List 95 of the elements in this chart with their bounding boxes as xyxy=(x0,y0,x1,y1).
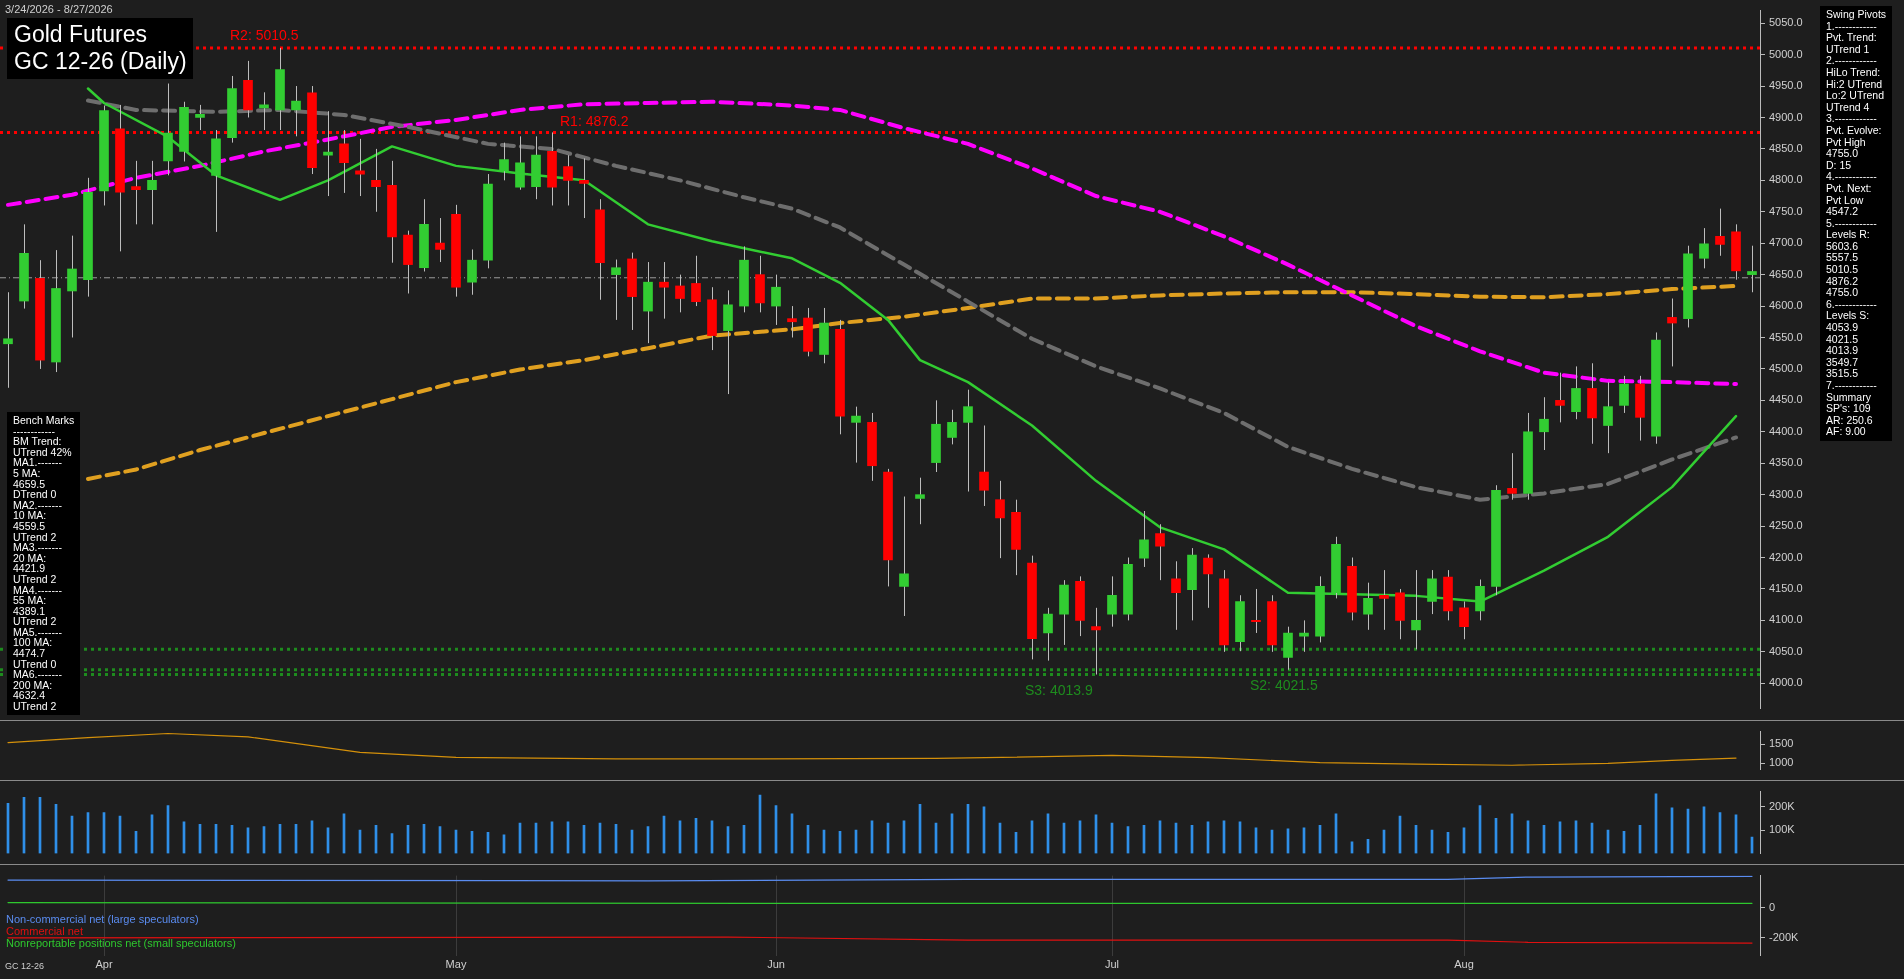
y-tick-label: 4100.0 xyxy=(1769,613,1803,626)
x-tick-label: Apr xyxy=(95,958,113,971)
y-tick-label: 5000.0 xyxy=(1769,47,1803,60)
y-tick-label: 4300.0 xyxy=(1769,487,1803,500)
candlestick xyxy=(499,142,509,181)
candlestick xyxy=(579,157,589,219)
candlestick xyxy=(1571,365,1581,420)
candlestick xyxy=(947,409,957,445)
text: Gold Futures xyxy=(14,21,148,48)
candlestick xyxy=(1171,560,1181,631)
candlestick xyxy=(1619,375,1629,414)
candlestick xyxy=(1043,607,1053,662)
candlestick xyxy=(371,148,381,213)
candlestick xyxy=(1747,245,1757,293)
candlestick xyxy=(915,477,925,525)
text: GC 12-26 xyxy=(5,961,45,971)
y-tick-label: 0 xyxy=(1769,900,1776,913)
series-label: Commercial net xyxy=(6,925,85,937)
candlestick xyxy=(1251,588,1261,634)
text: GC 12-26 (Daily) xyxy=(14,48,187,75)
y-tick-label: 4500.0 xyxy=(1769,361,1803,374)
y-tick-label: 4150.0 xyxy=(1769,581,1803,594)
ref-line-label: R1: 4876.2 xyxy=(560,113,629,130)
candlestick xyxy=(659,261,669,320)
y-tick-label: 4000.0 xyxy=(1769,676,1803,689)
y-tick-label: 4850.0 xyxy=(1769,141,1803,154)
y-tick-label: 5050.0 xyxy=(1769,16,1803,29)
candlestick xyxy=(979,425,989,507)
line-series xyxy=(6,99,1738,387)
candlestick xyxy=(1603,381,1613,454)
candlestick xyxy=(675,274,685,313)
candlestick xyxy=(963,389,973,493)
candlestick xyxy=(1091,607,1101,676)
candlestick xyxy=(563,154,573,206)
ref-line-label: R2: 5010.5 xyxy=(230,27,299,43)
candlestick xyxy=(131,160,141,225)
y-tick-label: 1000 xyxy=(1769,756,1794,769)
y-tick-label: 4650.0 xyxy=(1769,267,1803,280)
y-tick-label: 4050.0 xyxy=(1769,644,1803,657)
y-tick-label: 4200.0 xyxy=(1769,550,1803,563)
candlestick xyxy=(3,291,13,389)
candlestick xyxy=(1555,372,1565,423)
candlestick xyxy=(995,480,1005,559)
candlestick xyxy=(323,110,333,197)
y-tick-label: 100K xyxy=(1769,823,1796,836)
y-tick-label: 4250.0 xyxy=(1769,519,1803,532)
candlestick xyxy=(787,305,797,338)
x-tick-label: May xyxy=(445,958,467,971)
candlestick xyxy=(147,160,157,225)
candlestick xyxy=(1507,452,1517,501)
y-tick-label: 4700.0 xyxy=(1769,236,1803,249)
text: Nonreportable positions net (small speculators) xyxy=(6,937,236,949)
y-tick-label: 4900.0 xyxy=(1769,110,1803,123)
y-tick-label: 4400.0 xyxy=(1769,424,1803,437)
ref-line-label: S3: 4013.9 xyxy=(1025,681,1093,698)
candlestick xyxy=(1699,227,1709,269)
y-tick-label: 4750.0 xyxy=(1769,204,1803,217)
y-tick-label: 1500 xyxy=(1769,737,1794,750)
candlestick xyxy=(691,255,701,307)
candlestick xyxy=(291,85,301,137)
y-tick-label: 4600.0 xyxy=(1769,299,1803,312)
candlestick xyxy=(1139,510,1149,568)
y-tick-label: 200K xyxy=(1769,799,1796,812)
candlestick xyxy=(851,406,861,464)
line-series xyxy=(86,283,1738,481)
x-tick-label: Aug xyxy=(1454,958,1474,971)
text: Bench Marks ------------ BM Trend: UTrend 42% MA1.------- 5 MA: 4659.5 DTrend 0 MA2.------- 10 MA: 4559.5 UTrend 2 MA3.------- 20 MA: 4421.9 UTrend 2 MA4.------- 55 MA: 4389.1 UTrend 2 MA5.------- 100 MA: 4474.7 UTrend 0 MA6.------- 200 MA: 4632.4 UTrend 2 xyxy=(13,414,75,713)
candlestick xyxy=(435,217,445,263)
candlestick xyxy=(1107,575,1117,628)
ref-line-label: S2: 4021.5 xyxy=(1250,676,1318,693)
text: Swing Pivots 1.------------ Pvt. Trend: UTrend 1 2.------------ HiLo Trend: Hi:2 UTrend Lo:2 UTrend UTrend 4 3.------------ Pvt. Evolve: Pvt High 4755.0 D: 15 4.------------ Pvt. Next: Pvt Low 4547.2 5.------------ Levels R: 5603.6 5557.5 5010.5 4876.2 4755.0 6.------------ Levels S: 4053.9 4021.5 4013.9 3549.7 3515.5 7.------------ Summary SP's: 109 AR: 250.6 AF: 9.00 xyxy=(1826,8,1887,438)
candlestick xyxy=(467,248,477,296)
y-tick-label: 4950.0 xyxy=(1769,79,1803,92)
annotation: 3/24/2026 - 8/27/2026 xyxy=(5,3,113,15)
text: Non-commercial net (large speculators) xyxy=(6,913,200,925)
y-tick-label: 4550.0 xyxy=(1769,330,1803,343)
candlestick xyxy=(1379,569,1389,631)
candlestick xyxy=(1715,208,1725,257)
y-tick-label: -200K xyxy=(1769,930,1800,943)
candlestick xyxy=(1459,601,1469,640)
candlestick xyxy=(899,496,909,617)
line-series xyxy=(86,98,1738,502)
y-tick-label: 4450.0 xyxy=(1769,393,1803,406)
candlestick xyxy=(1155,523,1165,581)
candlestick xyxy=(611,259,621,321)
y-tick-label: 4800.0 xyxy=(1769,173,1803,186)
candlestick xyxy=(67,235,77,338)
candlestick xyxy=(1203,553,1213,609)
candlestick xyxy=(195,104,205,131)
candlestick xyxy=(771,274,781,326)
candlestick xyxy=(1667,298,1677,367)
x-tick-label: Jul xyxy=(1104,958,1120,971)
y-tick-label: 4350.0 xyxy=(1769,456,1803,469)
candlestick xyxy=(1539,396,1549,451)
x-tick-label: Jun xyxy=(767,958,785,971)
